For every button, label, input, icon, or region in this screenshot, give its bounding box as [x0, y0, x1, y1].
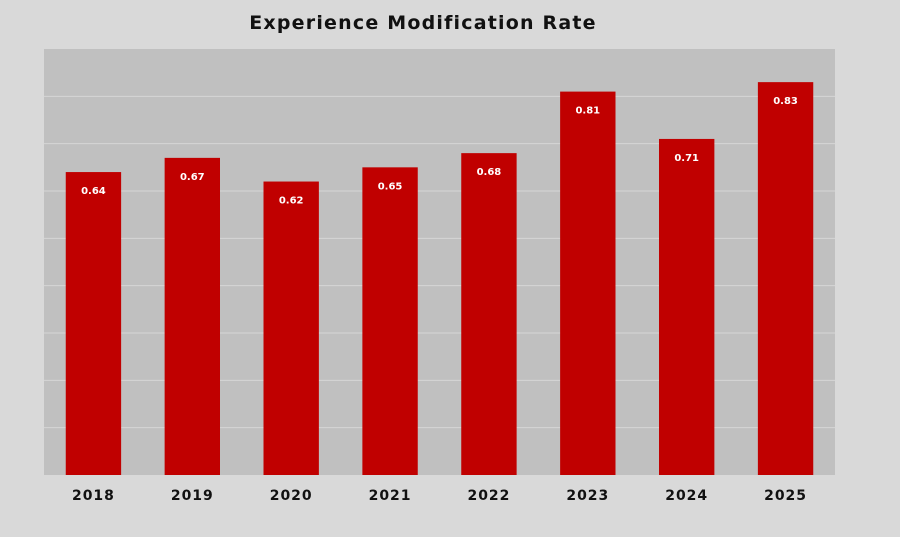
data-label-2025: 0.83: [773, 96, 798, 107]
bar-2024: [659, 138, 715, 475]
bar-2023: [560, 91, 616, 475]
chart-title: Experience Modification Rate: [249, 12, 597, 34]
x-tick-label-2022: 2022: [467, 488, 510, 504]
data-label-2021: 0.65: [378, 181, 403, 192]
bar-2018: [65, 172, 122, 476]
bar-2022: [461, 153, 517, 475]
data-label-2018: 0.64: [81, 186, 106, 197]
bar-2020: [263, 181, 319, 476]
x-tick-label-2019: 2019: [171, 488, 214, 504]
bar-2019: [164, 157, 220, 475]
x-tick-label-2024: 2024: [665, 488, 708, 504]
x-tick-label-2023: 2023: [566, 488, 609, 504]
x-tick-label-2021: 2021: [369, 488, 412, 504]
data-label-2022: 0.68: [477, 167, 502, 178]
plot-area: [44, 49, 835, 475]
data-label-2020: 0.62: [279, 196, 304, 207]
x-tick-label-2020: 2020: [270, 488, 313, 504]
data-label-2019: 0.67: [180, 172, 205, 183]
bar-2021: [362, 167, 418, 476]
bar-2025: [757, 82, 814, 475]
data-label-2024: 0.71: [674, 153, 699, 164]
x-tick-label-2018: 2018: [72, 488, 115, 504]
x-tick-label-2025: 2025: [764, 488, 807, 504]
data-label-2023: 0.81: [575, 106, 600, 117]
